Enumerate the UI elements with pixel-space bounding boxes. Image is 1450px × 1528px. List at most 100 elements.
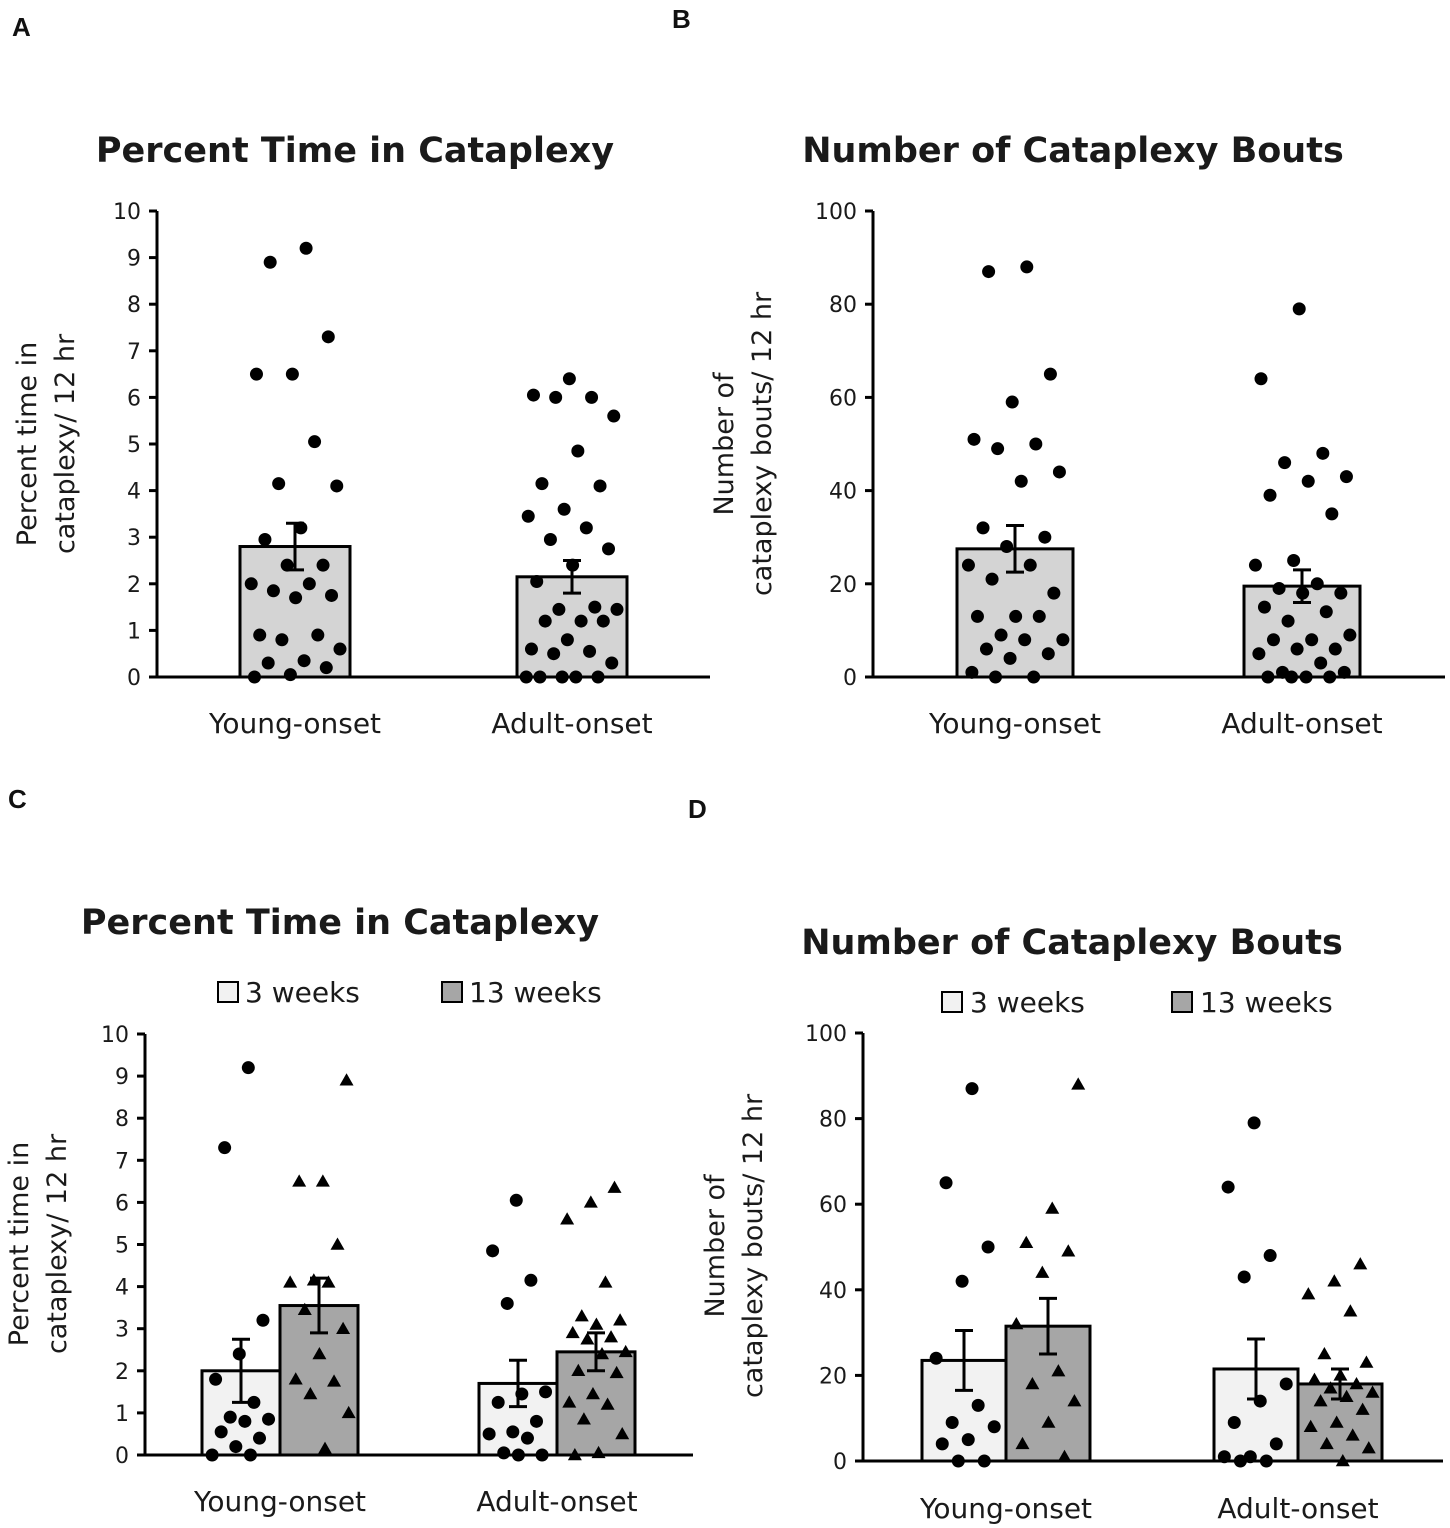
- data-point-circle: [272, 477, 286, 491]
- data-point-triangle: [1343, 1304, 1358, 1317]
- data-point-triangle: [600, 1397, 615, 1410]
- data-point-circle: [1301, 474, 1315, 488]
- y-tick-label: 4: [127, 480, 141, 505]
- data-point-triangle: [1339, 1389, 1354, 1403]
- data-point-circle: [252, 1431, 266, 1445]
- y-tick-label: 0: [127, 666, 141, 691]
- x-category-label-young-onset: Young-onset: [919, 1492, 1092, 1525]
- data-point-circle: [987, 1420, 1001, 1434]
- chart-title: Number of Cataplexy Bouts: [801, 923, 1343, 963]
- data-point-circle: [275, 633, 289, 647]
- data-point-circle: [1339, 470, 1353, 484]
- data-point-circle: [574, 614, 588, 628]
- data-point-circle: [539, 1385, 553, 1399]
- data-point-triangle: [1317, 1347, 1332, 1360]
- chart-title: Percent Time in Cataplexy: [81, 903, 599, 943]
- data-point-circle: [610, 602, 624, 616]
- data-point-circle: [1281, 614, 1295, 628]
- data-point-circle: [1023, 558, 1037, 572]
- legend-swatch-13-weeks: [441, 981, 463, 1003]
- data-point-circle: [1328, 642, 1342, 656]
- data-point-triangle: [580, 1332, 595, 1345]
- data-point-circle: [261, 656, 275, 670]
- data-point-circle: [1254, 372, 1268, 386]
- data-point-triangle: [576, 1412, 591, 1425]
- data-point-circle: [929, 1351, 943, 1365]
- data-point-circle: [1290, 642, 1304, 656]
- data-point-triangle: [315, 1174, 330, 1187]
- data-point-triangle: [336, 1321, 351, 1334]
- x-category-label-young-onset: Young-onset: [928, 707, 1101, 740]
- data-point-circle: [1296, 586, 1310, 600]
- data-point-circle: [1000, 540, 1014, 554]
- data-point-circle: [602, 542, 616, 556]
- data-point-circle: [229, 1440, 243, 1454]
- panel-b: B Number of Cataplexy Bouts Number of ca…: [672, 4, 1445, 740]
- data-point-circle: [1334, 586, 1348, 600]
- data-point-circle: [1237, 1270, 1251, 1284]
- data-point-circle: [967, 432, 981, 446]
- data-point-triangle: [1355, 1402, 1370, 1415]
- data-point-circle: [571, 444, 585, 458]
- data-point-circle: [991, 442, 1005, 456]
- data-point-triangle: [288, 1372, 303, 1385]
- y-tick-label: 8: [115, 1107, 129, 1132]
- data-point-circle: [607, 409, 621, 423]
- y-axis-title-line-1: Number of: [700, 1173, 731, 1318]
- legend-label-13-weeks: 13 weeks: [469, 976, 602, 1009]
- data-point-circle: [1221, 1180, 1235, 1194]
- legend-swatch-3-weeks: [217, 981, 239, 1003]
- data-point-triangle: [1035, 1265, 1050, 1278]
- data-point-circle: [256, 1313, 270, 1327]
- data-point-circle: [524, 642, 538, 656]
- data-point-triangle: [1313, 1394, 1328, 1407]
- data-point-circle: [529, 1414, 543, 1428]
- data-point-circle: [509, 1193, 523, 1207]
- x-category-label-adult-onset: Adult-onset: [1217, 1492, 1378, 1525]
- data-point-circle: [238, 1414, 252, 1428]
- y-tick-label: 100: [805, 1022, 847, 1047]
- y-tick-label: 80: [829, 293, 857, 318]
- data-point-circle: [294, 521, 308, 535]
- data-point-circle: [491, 1395, 505, 1409]
- data-point-circle: [297, 654, 311, 668]
- data-point-circle: [249, 367, 263, 381]
- chart-title: Number of Cataplexy Bouts: [802, 131, 1344, 171]
- data-point-circle: [1266, 633, 1280, 647]
- data-point-triangle: [1303, 1419, 1318, 1433]
- data-point-circle: [299, 241, 313, 255]
- data-point-circle: [965, 1082, 979, 1096]
- data-point-triangle: [1071, 1077, 1086, 1090]
- x-category-label-young-onset: Young-onset: [208, 707, 381, 740]
- y-axis-title: Number of cataplexy bouts/ 12 hr: [700, 1093, 769, 1398]
- data-point-triangle: [1323, 1381, 1338, 1394]
- legend-swatch-3-weeks: [941, 991, 963, 1013]
- data-point-circle: [1247, 1116, 1261, 1130]
- data-point-triangle: [1333, 1368, 1348, 1381]
- data-point-circle: [971, 1398, 985, 1412]
- data-point-circle: [1287, 554, 1301, 567]
- data-point-circle: [1018, 633, 1032, 647]
- data-point-circle: [538, 614, 552, 628]
- panel-letter-a: A: [12, 12, 31, 42]
- data-point-circle: [223, 1410, 237, 1424]
- data-point-circle: [214, 1425, 228, 1439]
- data-point-circle: [1038, 530, 1052, 544]
- y-axis-title-line-1: Number of: [709, 371, 740, 516]
- data-point-triangle: [330, 1237, 345, 1250]
- data-point-circle: [979, 642, 993, 656]
- data-point-circle: [982, 265, 996, 279]
- data-point-circle: [1052, 465, 1066, 479]
- legend-swatch-13-weeks: [1171, 991, 1193, 1013]
- data-point-triangle: [562, 1395, 577, 1408]
- data-point-circle: [961, 1433, 975, 1447]
- data-point-circle: [258, 533, 272, 547]
- data-point-triangle: [583, 1195, 598, 1208]
- x-category-label-young-onset: Young-onset: [193, 1485, 366, 1518]
- data-point-circle: [583, 644, 597, 658]
- y-tick-label: 40: [829, 480, 857, 505]
- data-point-triangle: [283, 1275, 298, 1288]
- y-tick-label: 2: [115, 1360, 129, 1385]
- y-tick-label: 20: [829, 573, 857, 598]
- data-point-circle: [552, 602, 566, 616]
